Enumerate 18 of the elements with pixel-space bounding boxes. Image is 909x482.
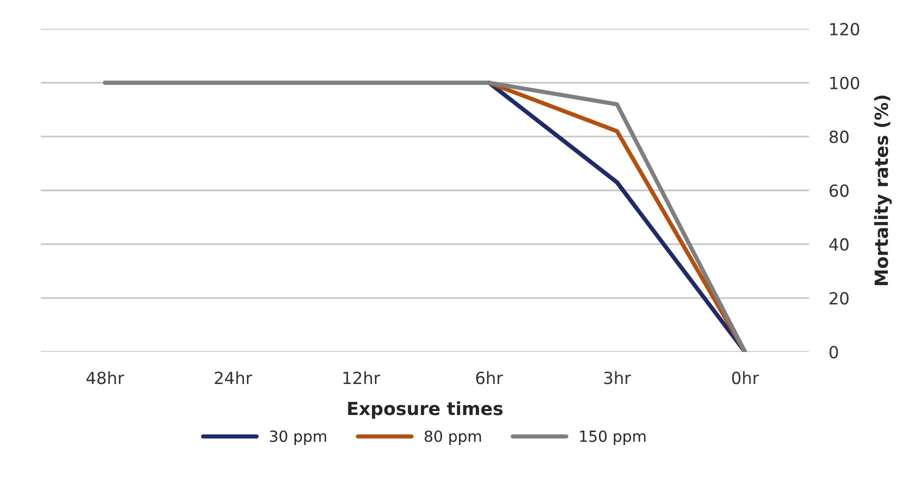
legend-label: 30 ppm [270,430,326,445]
y-tick-label: 40 [829,238,849,251]
y-axis-title: Mortality rates (%) [874,96,892,286]
y-tick-label: 20 [830,292,849,305]
legend-label: 150 ppm [580,430,646,445]
y-tick-label: 120 [830,22,860,36]
y-tick-label: 0 [830,346,838,358]
x-tick-label: 12hr [343,371,380,384]
y-tick-label: 80 [830,130,849,144]
x-tick-label: 48hr [86,371,124,384]
y-tick-label: 100 [830,76,860,90]
x-axis-title: Exposure times [348,401,503,419]
x-tick-label: 24hr [214,371,252,384]
x-tick-label: 3hr [604,371,631,384]
y-tick-label: 60 [830,184,849,197]
x-tick-label: 6hr [476,371,503,384]
x-tick-label: 0hr [732,371,760,384]
legend-label: 80 ppm [424,430,481,445]
